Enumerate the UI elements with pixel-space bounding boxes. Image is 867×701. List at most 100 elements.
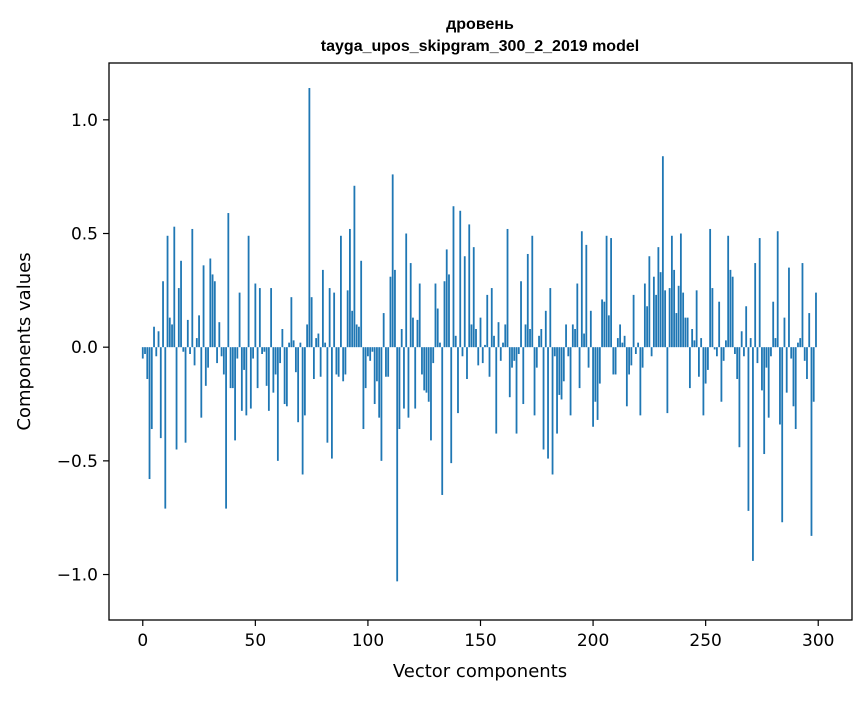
bar [387, 347, 390, 377]
bar [349, 228, 351, 348]
bar [463, 256, 466, 348]
bar [763, 347, 766, 455]
bar [801, 263, 804, 348]
bar [220, 347, 223, 357]
bar [659, 272, 662, 348]
bar [319, 347, 322, 377]
bar [718, 301, 721, 348]
x-tick-label: 300 [802, 631, 834, 651]
bar [416, 319, 419, 348]
x-tick-label: 150 [464, 631, 496, 651]
bar [378, 347, 381, 418]
bar [655, 294, 658, 348]
bar [450, 347, 453, 464]
bar [405, 233, 408, 348]
bar [466, 347, 468, 380]
bar [238, 292, 241, 348]
bar [292, 340, 295, 348]
bar [517, 347, 520, 354]
bars-group [141, 88, 817, 582]
bar [328, 288, 331, 348]
bar [155, 347, 158, 357]
bar [351, 310, 354, 348]
bar [412, 317, 414, 348]
bar [175, 347, 178, 450]
bar [373, 347, 376, 405]
bar [326, 347, 329, 443]
bar [164, 347, 167, 509]
bar [621, 342, 624, 348]
y-tick-label: −1.0 [57, 566, 98, 586]
bar [439, 342, 441, 348]
bar [558, 347, 561, 395]
bar [227, 213, 230, 348]
bar [614, 347, 617, 375]
bar [297, 347, 300, 423]
bar [493, 335, 495, 348]
bar [524, 324, 527, 348]
bar [162, 281, 164, 348]
bar [157, 331, 160, 348]
bar [461, 347, 464, 357]
bar [340, 235, 342, 348]
bar [720, 347, 723, 402]
bar [477, 347, 480, 366]
bar [722, 347, 725, 361]
bar [688, 347, 691, 389]
bar [646, 306, 649, 348]
bar [502, 342, 504, 348]
bar [652, 276, 655, 348]
bar [315, 338, 318, 348]
bar [452, 206, 455, 348]
bar [389, 276, 392, 348]
bar [475, 329, 477, 348]
bar [247, 235, 250, 348]
bar [677, 285, 680, 348]
bar [736, 347, 739, 380]
chart-title-line2: tayga_upos_skipgram_300_2_2019 model [321, 38, 639, 55]
bar [587, 347, 590, 368]
bar [776, 231, 779, 348]
bar [380, 347, 383, 461]
bar [610, 238, 612, 348]
bar [443, 281, 446, 348]
bar [639, 347, 642, 416]
bar [252, 347, 254, 359]
bar [632, 294, 635, 348]
bar [695, 290, 698, 348]
bar [749, 338, 752, 348]
bar [772, 301, 775, 348]
bar [761, 347, 763, 391]
bar [641, 347, 644, 368]
bar [218, 322, 221, 348]
bar [283, 347, 286, 405]
bar [432, 347, 435, 364]
bar [448, 274, 450, 348]
bar [497, 322, 500, 348]
bar [270, 288, 273, 348]
bar [299, 342, 302, 348]
bar [797, 342, 799, 348]
bar [459, 210, 462, 348]
bar [333, 292, 336, 348]
bar [670, 235, 673, 348]
bar [495, 347, 498, 434]
bar [743, 347, 745, 357]
bar [168, 317, 171, 348]
bar [700, 338, 703, 348]
bar [781, 347, 784, 523]
bar [204, 347, 207, 386]
bar [427, 347, 430, 402]
bar [533, 347, 536, 416]
bar [520, 281, 522, 348]
x-tick-label: 100 [352, 631, 384, 651]
bar [385, 347, 387, 377]
bar [166, 235, 169, 348]
bar [240, 347, 243, 411]
bar [522, 347, 525, 405]
bar [637, 342, 640, 348]
bar [679, 233, 682, 348]
bar [643, 283, 646, 348]
bar [727, 235, 730, 348]
